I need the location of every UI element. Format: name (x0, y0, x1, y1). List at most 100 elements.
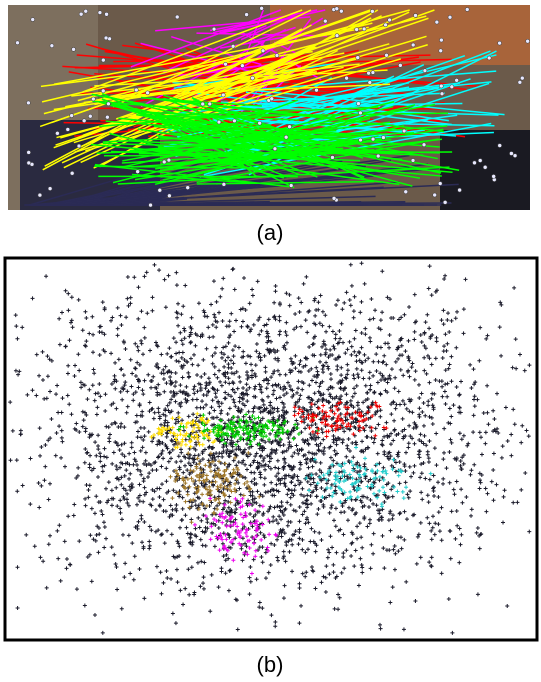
keypoint (38, 193, 42, 197)
keypoint (385, 53, 389, 57)
keypoint (48, 187, 52, 191)
keypoint (167, 194, 171, 198)
keypoint (245, 13, 249, 17)
keypoint (66, 127, 70, 131)
match-line (104, 155, 254, 156)
keypoint (91, 97, 95, 101)
keypoint (330, 155, 334, 159)
keypoint (435, 20, 439, 24)
keypoint (275, 53, 279, 57)
keypoint (26, 101, 30, 105)
keypoint (526, 39, 530, 43)
keypoint (273, 147, 277, 151)
keypoint (224, 62, 228, 66)
keypoint (222, 182, 226, 186)
keypoint (422, 143, 426, 147)
keypoint (217, 120, 221, 124)
keypoint (492, 174, 496, 178)
keypoint (231, 44, 235, 48)
keypoint (398, 63, 402, 67)
keypoint (433, 193, 437, 197)
keypoint (106, 102, 110, 106)
keypoint (270, 97, 274, 101)
keypoint (284, 135, 288, 139)
keypoint (149, 203, 153, 207)
keypoint (439, 38, 443, 42)
keypoint (251, 76, 255, 80)
keypoint (439, 84, 443, 88)
keypoint (167, 158, 171, 162)
keypoint (450, 85, 454, 89)
keypoint (323, 19, 327, 23)
keypoint (288, 125, 292, 129)
keypoint (443, 200, 447, 204)
keypoint (31, 18, 35, 22)
keypoint (175, 15, 179, 19)
keypoint (367, 71, 371, 75)
keypoint (381, 136, 385, 140)
keypoint (146, 91, 150, 95)
panel-caption: (a) (257, 220, 284, 245)
keypoint (339, 9, 343, 13)
keypoint (402, 129, 406, 133)
keypoint (314, 88, 318, 92)
keypoint (368, 80, 372, 84)
keypoint (79, 12, 83, 16)
keypoint (158, 188, 162, 192)
keypoint (186, 186, 190, 190)
keypoint (509, 151, 513, 155)
keypoint (72, 47, 76, 51)
keypoint (258, 121, 262, 125)
keypoint (134, 88, 138, 92)
keypoint (371, 137, 375, 141)
keypoint (388, 18, 392, 22)
keypoint (455, 78, 459, 82)
keypoint (439, 49, 443, 53)
keypoint (483, 165, 487, 169)
keypoint (520, 76, 524, 80)
keypoint (376, 154, 380, 158)
keypoint (136, 170, 140, 174)
keypoint (30, 162, 34, 166)
keypoint (335, 7, 339, 11)
keypoint (498, 41, 502, 45)
keypoint (356, 102, 360, 106)
keypoint (423, 69, 427, 73)
keypoint (70, 171, 74, 175)
keypoint (105, 115, 109, 119)
keypoint (355, 28, 359, 32)
keypoint (411, 43, 415, 47)
keypoint (440, 92, 444, 96)
keypoint (384, 23, 388, 27)
keypoint (332, 196, 336, 200)
keypoint (88, 114, 92, 118)
keypoint (221, 93, 225, 97)
keypoint (104, 36, 108, 40)
keypoint (82, 119, 86, 123)
keypoint (261, 49, 265, 53)
keypoint (101, 58, 105, 62)
keypoint (289, 184, 293, 188)
keypoint (518, 80, 522, 84)
keypoint (162, 160, 166, 164)
keypoint (335, 34, 339, 38)
keypoint (232, 119, 236, 123)
keypoint (50, 44, 54, 48)
keypoint (370, 9, 374, 13)
keypoint (498, 144, 502, 148)
keypoint (513, 154, 517, 158)
keypoint (16, 41, 20, 45)
keypoint (260, 6, 264, 10)
keypoint (70, 114, 74, 118)
keypoint (448, 15, 452, 19)
keypoint (345, 76, 349, 80)
keypoint (358, 111, 362, 115)
keypoint (413, 13, 417, 17)
keypoint (55, 131, 59, 135)
keypoint (84, 9, 88, 13)
keypoint (371, 71, 375, 75)
keypoint (478, 159, 482, 163)
keypoint (404, 190, 408, 194)
keypoint (356, 56, 360, 60)
